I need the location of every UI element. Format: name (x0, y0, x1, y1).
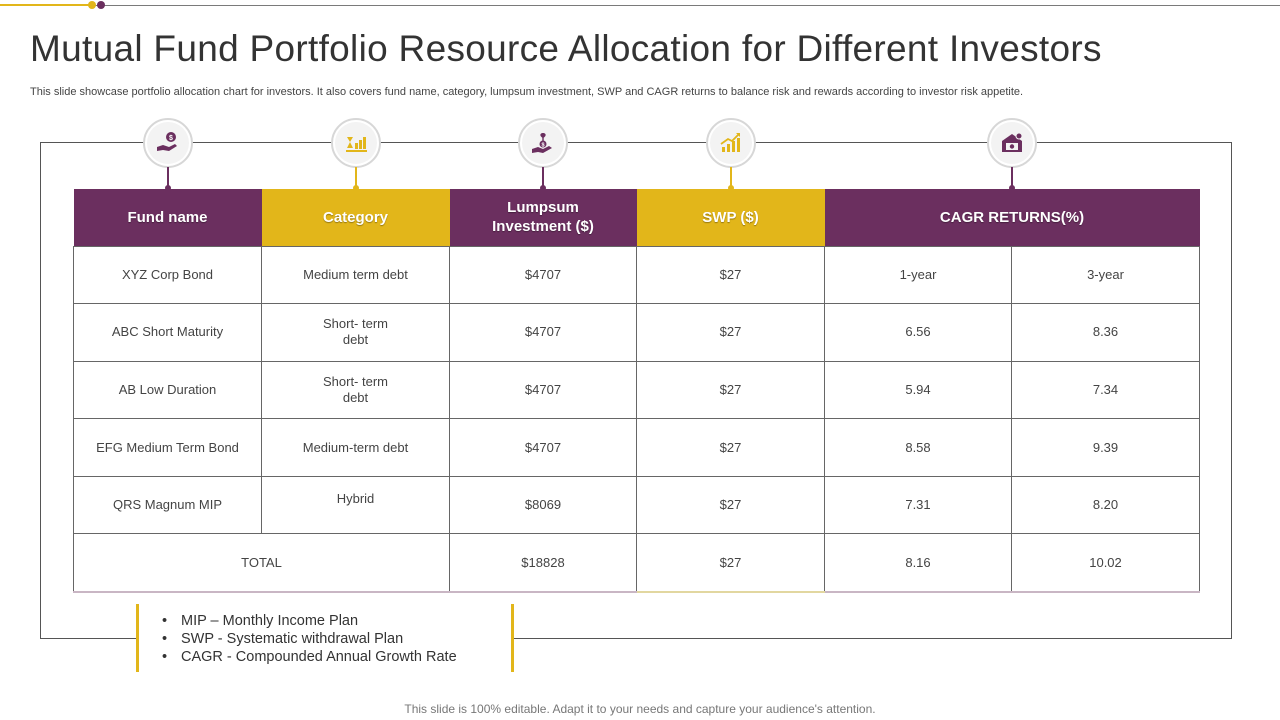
cell-fund: ABC Short Maturity (73, 303, 262, 362)
header-category: Category (261, 189, 450, 246)
bar-chart-hourglass-icon (331, 118, 381, 168)
header-cagr-returns: CAGR RETURNS(%) (824, 189, 1200, 246)
connector-stem (542, 167, 544, 189)
header-lumpsum-line2: Investment ($) (492, 218, 594, 236)
cell-category-line1: Medium-term debt (302, 439, 409, 455)
growth-chart-icon (706, 118, 756, 168)
accent-dot-purple (97, 1, 105, 9)
hand-coin-icon: $ (143, 118, 193, 168)
cell-cagr-1y: 5.94 (824, 360, 1012, 420)
cell-total-label: TOTAL (73, 533, 450, 593)
cell-cagr-3y: 7.34 (1010, 360, 1201, 420)
connector-stem (167, 167, 169, 189)
connector-stem (730, 167, 732, 189)
accent-dot-gold (88, 1, 96, 9)
cell-cagr-3y: 3-year (1010, 245, 1201, 305)
cell-category-line2: debt (342, 389, 369, 405)
cell-category: Short- term debt (261, 360, 450, 420)
notes-left-bar (136, 604, 139, 672)
table-row: QRS Magnum MIP Hybrid $8069 $27 7.31 8.2… (73, 475, 1201, 535)
connector-dot (353, 185, 359, 191)
abbreviation-notes: MIP – Monthly Income Plan SWP - Systemat… (162, 612, 457, 666)
connector-dot (728, 185, 734, 191)
cell-total-swp: $27 (636, 533, 825, 593)
connector-stem (1011, 167, 1013, 189)
note-item: MIP – Monthly Income Plan (162, 612, 457, 630)
cell-lumpsum: $4707 (449, 245, 637, 305)
cell-cagr-1y: 8.58 (824, 418, 1012, 477)
top-rule (0, 5, 1280, 6)
header-lumpsum: Lumpsum Investment ($) (449, 189, 637, 246)
cell-lumpsum: $4707 (449, 303, 637, 362)
page-title: Mutual Fund Portfolio Resource Allocatio… (30, 28, 1102, 69)
cell-swp: $27 (636, 360, 825, 420)
connector-dot (1009, 185, 1015, 191)
cell-category: Medium-term debt (261, 418, 450, 477)
connector-stem (355, 167, 357, 189)
table-row: XYZ Corp Bond Medium term debt $4707 $27… (73, 245, 1201, 305)
table-row: AB Low Duration Short- term debt $4707 $2… (73, 360, 1201, 420)
table-row: ABC Short Maturity Short- term debt $4707… (73, 303, 1201, 362)
table-total-row: TOTAL $18828 $27 8.16 10.02 (73, 533, 1201, 593)
cell-swp: $27 (636, 245, 825, 305)
svg-text:$: $ (541, 143, 544, 149)
header-lumpsum-line1: Lumpsum (507, 199, 579, 217)
svg-text:$: $ (169, 135, 173, 142)
top-accent-line (0, 4, 92, 6)
note-item: CAGR - Compounded Annual Growth Rate (162, 648, 457, 666)
page-subtitle: This slide showcase portfolio allocation… (30, 86, 1024, 98)
cell-total-cagr-3y: 10.02 (1010, 533, 1201, 593)
cell-fund: AB Low Duration (73, 360, 262, 420)
cell-swp: $27 (636, 418, 825, 477)
cell-cagr-3y: 8.20 (1010, 475, 1201, 535)
cell-fund: XYZ Corp Bond (73, 245, 262, 305)
cell-fund: QRS Magnum MIP (73, 475, 262, 535)
cell-cagr-3y: 8.36 (1010, 303, 1201, 362)
cell-swp: $27 (636, 475, 825, 535)
connector-dot (540, 185, 546, 191)
money-house-icon (987, 118, 1037, 168)
cell-cagr-1y: 6.56 (824, 303, 1012, 362)
cell-category: Short- term debt (261, 303, 450, 362)
connector-dot (165, 185, 171, 191)
notes-right-bar (511, 604, 514, 672)
table-row: EFG Medium Term Bond Medium-term debt $4… (73, 418, 1201, 477)
allocation-table: Fund name Category Lumpsum Investment ($)… (73, 189, 1201, 593)
cell-category-line2: debt (342, 332, 369, 348)
cell-cagr-3y: 9.39 (1010, 418, 1201, 477)
cell-cagr-1y: 1-year (824, 245, 1012, 305)
header-swp: SWP ($) (636, 189, 825, 246)
cell-lumpsum: $4707 (449, 360, 637, 420)
cell-category-line1: Short- term (322, 316, 388, 332)
cell-category: Hybrid (261, 475, 450, 535)
note-item: SWP - Systematic withdrawal Plan (162, 630, 457, 648)
cell-lumpsum: $4707 (449, 418, 637, 477)
cell-category: Medium term debt (261, 245, 450, 305)
cell-category-line1: Short- term (322, 373, 388, 389)
table-header-row: Fund name Category Lumpsum Investment ($)… (73, 189, 1200, 246)
content-frame (40, 142, 1232, 639)
cell-fund: EFG Medium Term Bond (73, 418, 262, 477)
cell-lumpsum: $8069 (449, 475, 637, 535)
footer-text: This slide is 100% editable. Adapt it to… (404, 702, 876, 716)
plant-coin-hand-icon: $ (518, 118, 568, 168)
cell-category-line1: Medium term debt (303, 266, 408, 282)
cell-total-lumpsum: $18828 (449, 533, 637, 593)
cell-swp: $27 (636, 303, 825, 362)
header-fund-name: Fund name (73, 189, 262, 246)
cell-cagr-1y: 7.31 (824, 475, 1012, 535)
cell-total-cagr-1y: 8.16 (824, 533, 1012, 593)
cell-category-line1: Hybrid (336, 490, 375, 506)
